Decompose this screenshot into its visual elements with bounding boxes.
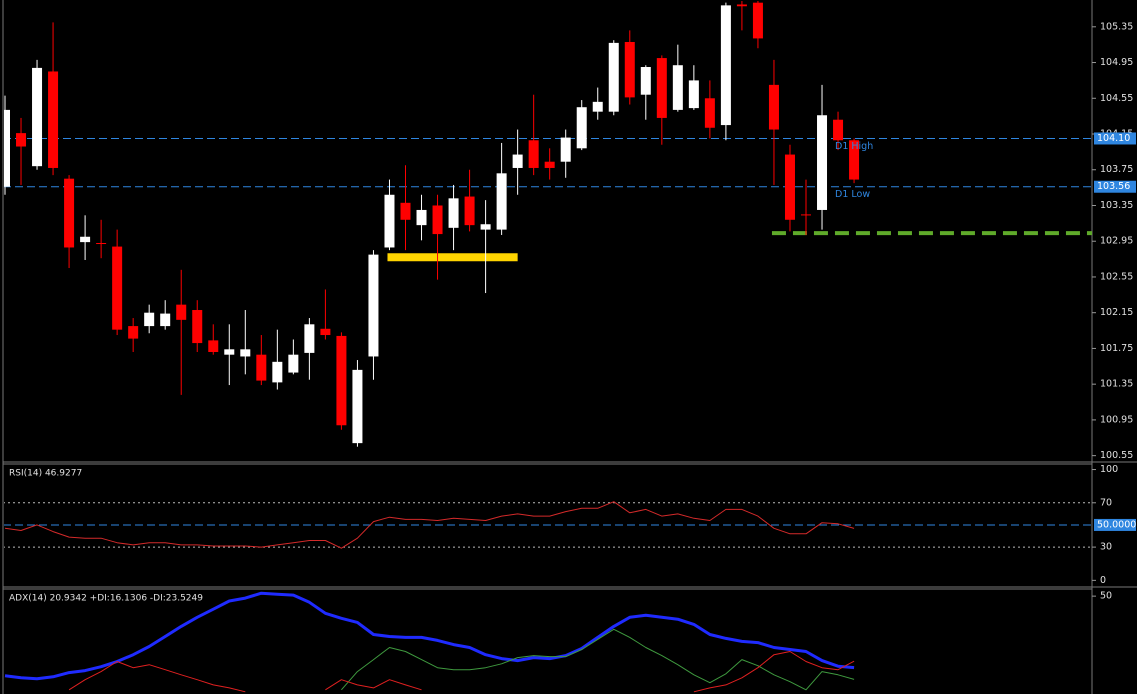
level-name: D1 High bbox=[835, 141, 873, 152]
y-tick-label: 100.95 bbox=[1100, 414, 1133, 425]
candle-body bbox=[656, 58, 667, 118]
candle-body bbox=[160, 313, 171, 327]
candle-body bbox=[368, 254, 379, 357]
panel bbox=[4, 1, 1092, 447]
y-tick-label: 70 bbox=[1100, 497, 1112, 508]
candle-body bbox=[352, 369, 363, 444]
y-tick-label: 102.55 bbox=[1100, 271, 1133, 282]
candle-body bbox=[512, 154, 523, 168]
candle-body bbox=[736, 4, 747, 7]
indicator-line bbox=[341, 628, 855, 691]
candle-body bbox=[400, 202, 411, 220]
level-label: 104.10 bbox=[1097, 133, 1130, 144]
panel bbox=[4, 501, 1092, 549]
candle-body bbox=[64, 178, 75, 248]
candle-body bbox=[576, 107, 587, 149]
candle-body bbox=[801, 214, 811, 216]
candle-body bbox=[336, 335, 347, 426]
y-tick-label: 50 bbox=[1100, 591, 1112, 602]
level-label: 50.0000 bbox=[1097, 519, 1136, 530]
candle-body bbox=[528, 140, 539, 168]
candle-body bbox=[224, 349, 235, 355]
level-label-box bbox=[1094, 518, 1136, 531]
candle-body bbox=[176, 304, 187, 320]
y-tick-label: 100 bbox=[1100, 464, 1118, 475]
candle-body bbox=[704, 98, 715, 128]
candle-body bbox=[496, 173, 507, 230]
y-tick-label: 30 bbox=[1100, 542, 1112, 553]
indicator-line bbox=[4, 501, 855, 549]
y-tick-label: 101.75 bbox=[1100, 343, 1133, 354]
indicator-title: RSI(14) 46.9277 bbox=[9, 469, 82, 479]
candle-body bbox=[464, 196, 475, 226]
candle-body bbox=[320, 328, 331, 336]
y-tick-label: 105.35 bbox=[1100, 21, 1133, 32]
y-tick-label: 103.35 bbox=[1100, 200, 1133, 211]
candle-body bbox=[640, 67, 651, 95]
level-name: D1 Low bbox=[835, 189, 870, 200]
y-tick-label: 104.55 bbox=[1100, 93, 1133, 104]
candle-body bbox=[544, 161, 555, 168]
candle-body bbox=[416, 209, 427, 226]
y-tick-label: 100.55 bbox=[1100, 450, 1133, 461]
indicator-title: ADX(14) 20.9342 +DI:16.1306 -DI:23.5249 bbox=[9, 594, 203, 604]
candle-body bbox=[688, 80, 699, 109]
candle-body bbox=[384, 194, 395, 248]
candle-body bbox=[144, 312, 155, 327]
y-tick-label: 104.95 bbox=[1100, 57, 1133, 68]
candle-body bbox=[240, 349, 251, 357]
candle-body bbox=[784, 154, 795, 220]
candle-body bbox=[128, 326, 139, 339]
candle-body bbox=[96, 243, 107, 245]
indicator-line bbox=[4, 591, 855, 681]
candle-body bbox=[752, 2, 763, 39]
y-tick-label: 101.35 bbox=[1100, 379, 1133, 390]
candle-body bbox=[448, 198, 459, 228]
candle-body bbox=[4, 109, 10, 187]
y-tick-label: 102.95 bbox=[1100, 236, 1133, 247]
level-label-box bbox=[1094, 132, 1136, 145]
candle-body bbox=[192, 310, 203, 344]
candle-body bbox=[112, 246, 123, 330]
candle-body bbox=[272, 361, 283, 383]
candle-body bbox=[256, 354, 267, 381]
level-label: 103.56 bbox=[1097, 181, 1130, 192]
level-label-box bbox=[1094, 180, 1136, 193]
candle-body bbox=[817, 115, 828, 210]
candle-body bbox=[48, 71, 59, 168]
candle-body bbox=[833, 119, 844, 141]
candle-body bbox=[208, 340, 219, 353]
candle-body bbox=[672, 65, 683, 110]
candle-body bbox=[304, 324, 315, 353]
candle-body bbox=[80, 236, 91, 243]
y-tick-label: 103.75 bbox=[1100, 164, 1133, 175]
candle-body bbox=[32, 67, 43, 167]
candle-body bbox=[608, 42, 619, 112]
candle-body bbox=[720, 5, 731, 126]
candle-body bbox=[432, 205, 443, 235]
candle-body bbox=[592, 101, 603, 112]
candle-body bbox=[849, 140, 860, 180]
panel bbox=[4, 591, 855, 693]
y-tick-label: 0 bbox=[1100, 575, 1106, 586]
y-tick-label: 102.15 bbox=[1100, 307, 1133, 318]
candle-body bbox=[560, 137, 571, 162]
candle-body bbox=[768, 84, 779, 130]
indicator-line bbox=[68, 651, 855, 693]
candle-body bbox=[16, 133, 27, 147]
candle-body bbox=[480, 224, 491, 230]
candle-body bbox=[624, 41, 635, 98]
candle-body bbox=[288, 354, 299, 373]
